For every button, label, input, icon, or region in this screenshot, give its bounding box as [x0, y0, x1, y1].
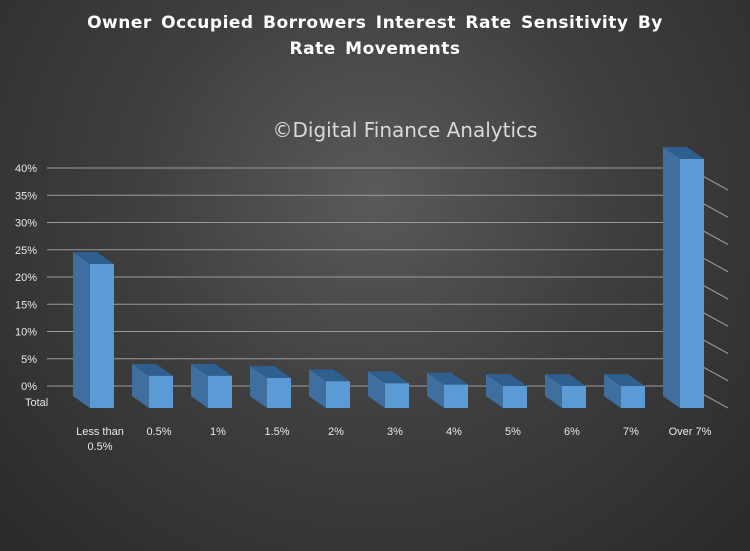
bar	[385, 383, 409, 408]
bar-top	[132, 363, 173, 376]
bar	[503, 386, 527, 408]
watermark: ©Digital Finance Analytics	[272, 118, 538, 142]
bar-top	[191, 363, 232, 376]
bar-side	[545, 374, 562, 408]
bar-top	[368, 371, 409, 384]
y-tick-label: 40%	[15, 163, 37, 175]
bar-top	[427, 372, 468, 385]
bar-side	[604, 374, 621, 408]
x-tick-label: 3%	[387, 426, 403, 438]
x-tick-label: Less than	[76, 426, 124, 438]
chart-title-line-1: Owner Occupied Borrowers Interest Rate S…	[87, 13, 663, 33]
series-label: Total	[25, 397, 48, 409]
y-tick-label: 0%	[21, 381, 37, 393]
bar-top	[73, 252, 114, 264]
x-tick-label: 5%	[505, 426, 521, 438]
bar	[621, 386, 645, 408]
bar	[90, 264, 114, 408]
bar-top	[309, 369, 350, 382]
x-tick-label: Over 7%	[669, 426, 712, 438]
y-tick-label: 20%	[15, 272, 37, 284]
x-tick-label: 1%	[210, 426, 226, 438]
bar-top	[486, 374, 527, 386]
bar-side	[427, 372, 444, 408]
bar-side	[309, 369, 326, 408]
y-tick-label: 10%	[15, 327, 37, 339]
y-tick-label: 5%	[21, 354, 37, 366]
x-tick-label: 7%	[623, 426, 639, 438]
bar-side	[250, 365, 267, 408]
bar	[149, 375, 173, 408]
chart-title-line-2: Rate Movements	[289, 39, 461, 59]
y-tick-label: 30%	[15, 218, 37, 230]
x-tick-label: 0.5%	[87, 441, 112, 453]
bar-side	[486, 374, 503, 408]
bar	[326, 381, 350, 408]
bar-side	[368, 371, 385, 408]
bar-top	[604, 374, 645, 386]
bar	[680, 158, 704, 408]
y-tick-label: 35%	[15, 190, 37, 202]
x-tick-label: 2%	[328, 426, 344, 438]
bar	[208, 375, 232, 408]
bar-side	[191, 363, 208, 408]
bar-top	[250, 365, 291, 378]
bar-side	[73, 252, 90, 408]
x-tick-label: 1.5%	[264, 426, 289, 438]
bar	[444, 384, 468, 408]
y-tick-label: 15%	[15, 299, 37, 311]
bar	[562, 386, 586, 408]
bar-side	[132, 363, 149, 408]
bar-side	[663, 147, 680, 409]
x-tick-label: 0.5%	[146, 426, 171, 438]
bar-top	[663, 147, 704, 159]
bar	[267, 377, 291, 408]
y-tick-label: 25%	[15, 245, 37, 257]
bar-top	[545, 374, 586, 386]
x-tick-label: 6%	[564, 426, 580, 438]
x-tick-label: 4%	[446, 426, 462, 438]
